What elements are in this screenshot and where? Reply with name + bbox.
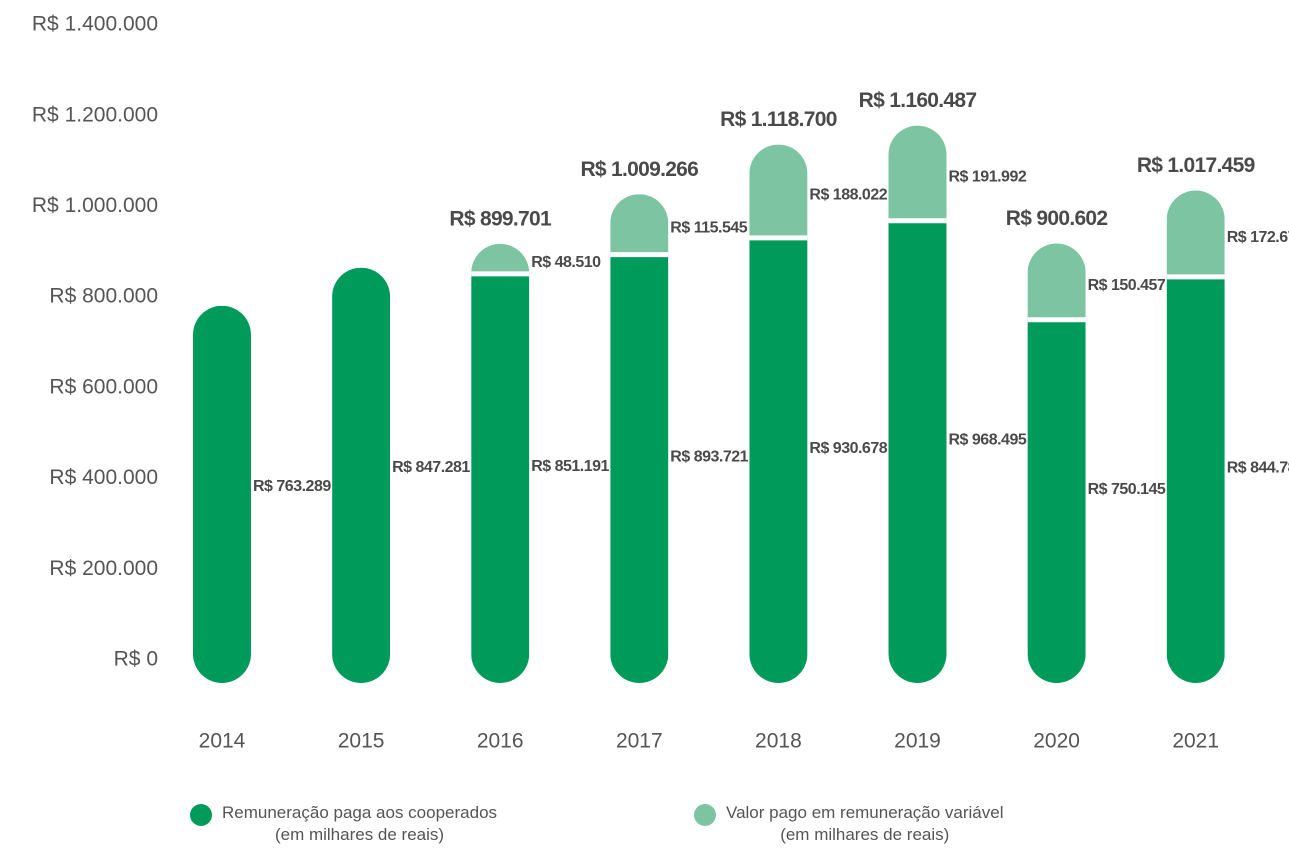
total-label: R$ 1.009.266: [580, 158, 698, 181]
y-tick-label: R$ 0: [114, 648, 158, 671]
bar-group: [1166, 190, 1225, 683]
value-label: R$ 930.678: [809, 440, 887, 457]
y-tick-label: R$ 400.000: [49, 466, 158, 489]
y-tick-label: R$ 1.000.000: [32, 194, 158, 217]
bar-segment: [1166, 190, 1225, 277]
bar-segment: [749, 237, 808, 683]
bar-group: [471, 243, 530, 683]
total-label: R$ 899.701: [449, 207, 552, 230]
x-tick-label: 2020: [1033, 730, 1080, 753]
y-tick-label: R$ 800.000: [49, 285, 158, 308]
bar-segment: [888, 125, 947, 221]
bar-group: [332, 267, 391, 683]
y-tick-label: R$ 1.200.000: [32, 103, 158, 126]
x-tick-label: 2021: [1172, 730, 1219, 753]
bar-segment: [471, 273, 530, 683]
y-tick-label: R$ 600.000: [49, 375, 158, 398]
x-tick-label: 2018: [755, 730, 802, 753]
value-label: R$ 150.457: [1088, 277, 1166, 294]
value-label: R$ 188.022: [809, 186, 887, 203]
value-label: R$ 844.783: [1227, 460, 1289, 477]
bar-segment: [1166, 276, 1225, 683]
value-label: R$ 968.495: [949, 432, 1027, 449]
y-tick-label: R$ 200.000: [49, 557, 158, 580]
value-label: R$ 115.545: [670, 220, 747, 237]
bar-segment: [1027, 319, 1086, 683]
value-label: R$ 893.721: [670, 449, 748, 466]
total-label: R$ 1.118.700: [720, 108, 837, 131]
value-label: R$ 172.676: [1227, 229, 1289, 246]
bar-segment: [610, 254, 669, 684]
total-label: R$ 900.602: [1006, 207, 1108, 230]
x-tick-label: 2017: [616, 730, 663, 753]
legend-label: Valor pago em remuneração variável (em m…: [726, 803, 1004, 844]
x-tick-label: 2014: [199, 730, 246, 753]
bar-segment: [193, 305, 251, 683]
bar-segment: [888, 220, 947, 684]
value-label: R$ 851.191: [531, 458, 609, 475]
y-tick-label: R$ 1.400.000: [32, 13, 158, 36]
value-label: R$ 763.289: [253, 478, 331, 495]
x-tick-label: 2016: [477, 730, 524, 753]
legend-swatch: [694, 804, 716, 826]
bar-segment: [610, 194, 669, 255]
value-label: R$ 847.281: [392, 459, 470, 476]
bar-group: [888, 125, 947, 684]
bar-segment: [332, 267, 391, 683]
legend-item: Valor pago em remuneração variável (em m…: [694, 802, 1004, 846]
x-tick-label: 2015: [338, 730, 385, 753]
bar-segment: [1027, 243, 1086, 320]
bar-group: [1027, 243, 1086, 683]
x-tick-label: 2019: [894, 730, 941, 753]
value-label: R$ 48.510: [531, 254, 601, 271]
total-label: R$ 1.160.487: [859, 89, 977, 112]
value-label: R$ 750.145: [1088, 481, 1166, 498]
bar-segment: [749, 144, 808, 238]
bar-group: [193, 305, 251, 683]
bar-group: [749, 144, 808, 683]
legend-swatch: [190, 804, 212, 826]
bar-group: [610, 194, 669, 684]
legend-label: Remuneração paga aos cooperados (em milh…: [222, 803, 498, 844]
chart: R$ 0 R$ 200.000 R$ 400.000 R$ 600.000 R$ 800…: [32, 13, 1289, 753]
value-label: R$ 191.992: [949, 168, 1027, 185]
legend-item: Remuneração paga aos cooperados (em milh…: [190, 802, 497, 846]
total-label: R$ 1.017.459: [1137, 154, 1255, 177]
bar-segment: [471, 243, 530, 274]
